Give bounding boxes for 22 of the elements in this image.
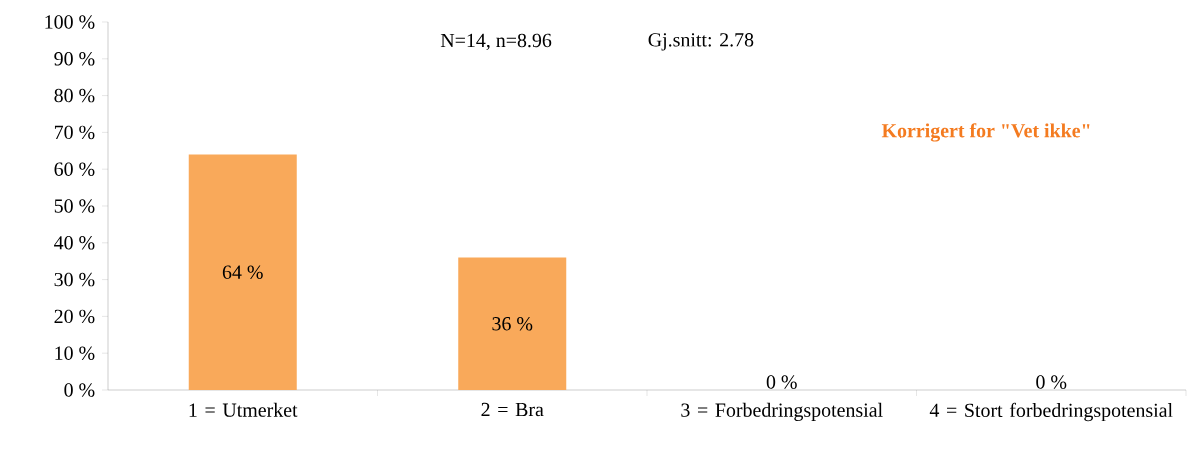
y-tick-label: 60 % [54,162,95,176]
data-label: 64 % [222,265,263,279]
x-tick-label: 3 = Forbedringspotensial [681,402,883,421]
y-tick-label: 20 % [54,309,95,324]
y-tick-label: 90 % [54,52,95,66]
y-tick-label: 40 % [54,236,95,250]
annotation: N=14, n=8.96 [440,33,552,51]
data-label: 0 % [766,375,797,389]
y-tick-label: 70 % [54,125,95,140]
annotation: Korrigert for "Vet ikke" [881,123,1090,142]
data-label: 36 % [492,317,533,331]
annotation: Gj.snitt: 2.78 [648,33,754,51]
x-tick-label: 2 = Bra [481,402,544,417]
y-tick-label: 0 % [64,383,95,397]
y-tick-label: 30 % [54,272,95,287]
x-tick-label: 1 = Utmerket [189,402,298,417]
y-tick-label: 50 % [54,199,95,213]
data-label: 0 % [1036,375,1067,389]
y-tick-label: 10 % [55,346,95,360]
y-tick-label: 80 % [54,88,95,103]
y-tick-label: 100 % [45,15,95,29]
x-tick-label: 4 = Stort forbedringspotensial [929,402,1173,422]
